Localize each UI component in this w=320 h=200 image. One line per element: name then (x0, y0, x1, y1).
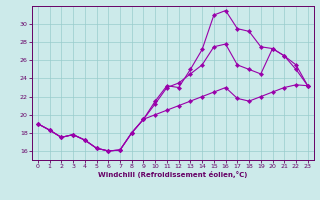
X-axis label: Windchill (Refroidissement éolien,°C): Windchill (Refroidissement éolien,°C) (98, 171, 247, 178)
